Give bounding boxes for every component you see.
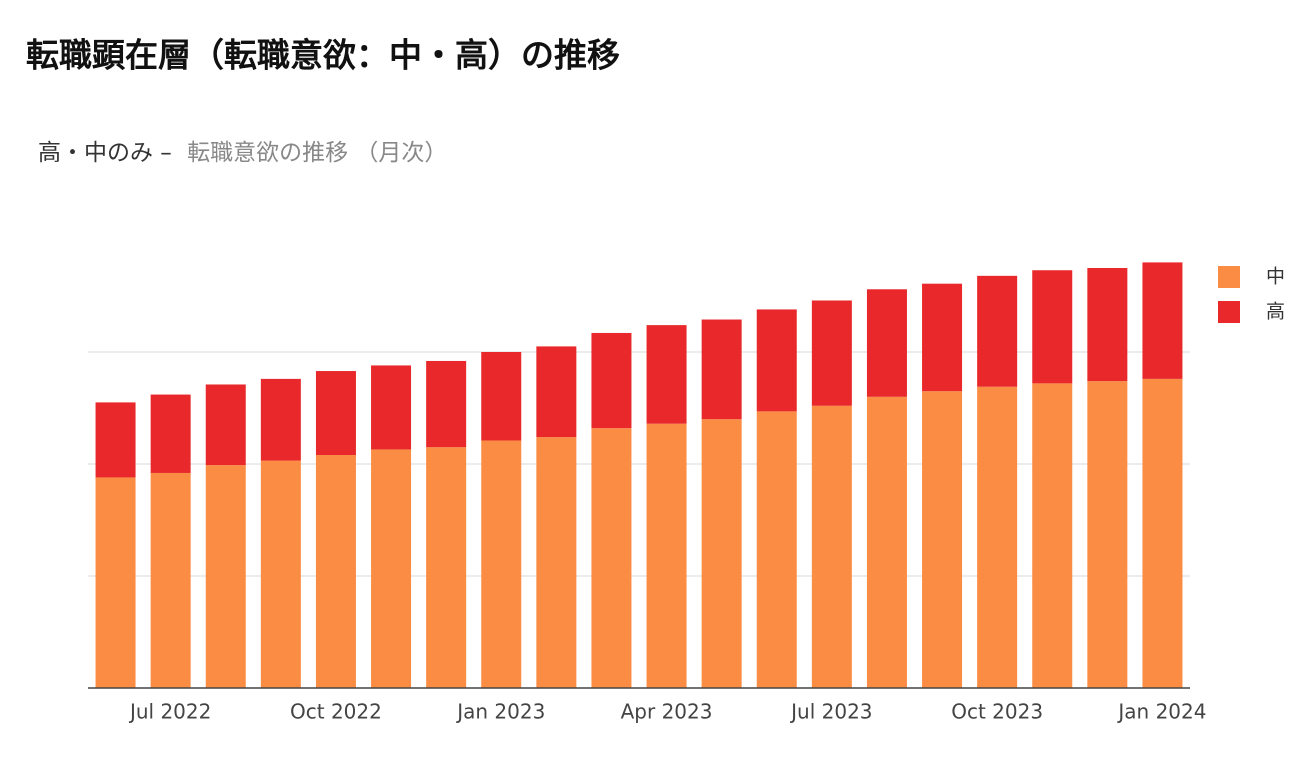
bar-segment [481, 440, 522, 688]
bar-segment [150, 394, 191, 473]
x-tick-label: Oct 2023 [951, 700, 1043, 724]
bar-segment [922, 283, 963, 392]
legend-label: 中 [1266, 266, 1285, 288]
bar-segment [371, 365, 412, 450]
bar-segment [646, 423, 687, 688]
bar-segment [591, 428, 632, 688]
x-tick-label: Oct 2022 [290, 700, 382, 724]
bar-segment [426, 360, 467, 448]
bar-segment [1087, 268, 1128, 382]
bar-segment [756, 411, 797, 688]
chart-subtitle: 高・中のみ – 転職意欲の推移 （月次） [38, 140, 447, 166]
bar-segment [481, 352, 522, 441]
bar-segment [426, 447, 467, 688]
x-tick-label: Apr 2023 [621, 700, 713, 724]
bar-segment [95, 402, 136, 478]
bar-segment [536, 437, 577, 688]
x-tick-label: Jan 2023 [455, 700, 545, 724]
bar-segment [701, 319, 742, 420]
bar-segment [1032, 383, 1073, 688]
bar-segment [205, 384, 246, 466]
bar-segment [977, 275, 1018, 387]
bar-segment [1032, 270, 1073, 384]
bar-segment [646, 325, 687, 424]
bar-segment [1087, 381, 1128, 688]
bar-segment [701, 419, 742, 688]
subtitle-main: 高・中のみ – [38, 140, 172, 166]
subtitle-sub: 転職意欲の推移 （月次） [187, 140, 447, 166]
bar-segment [260, 378, 301, 461]
bar-segment [756, 309, 797, 412]
bar-segment [315, 455, 356, 688]
bar-segment [977, 386, 1018, 688]
bar-segment [591, 332, 632, 429]
bar-segment [95, 477, 136, 688]
bar-segment [922, 391, 963, 688]
bar-segment [811, 405, 852, 688]
chart-title: 転職顕在層（転職意欲：中・高）の推移 [26, 36, 620, 75]
bar-segment [536, 346, 577, 438]
bar-segment [1142, 262, 1183, 379]
bar-segment [205, 465, 246, 688]
bar-segment [371, 449, 412, 688]
bar-segment [811, 300, 852, 406]
x-tick-label: Jul 2022 [128, 700, 211, 724]
bar-segment [150, 472, 191, 688]
legend-label: 高 [1266, 301, 1285, 323]
bar-segment [315, 371, 356, 456]
legend-swatch [1218, 266, 1240, 288]
bar-segment [866, 289, 907, 397]
bar-segment [260, 460, 301, 688]
bar-segment [866, 396, 907, 688]
x-tick-label: Jul 2023 [789, 700, 872, 724]
x-tick-label: Jan 2024 [1116, 700, 1206, 724]
legend-swatch [1218, 301, 1240, 323]
bar-segment [1142, 378, 1183, 688]
